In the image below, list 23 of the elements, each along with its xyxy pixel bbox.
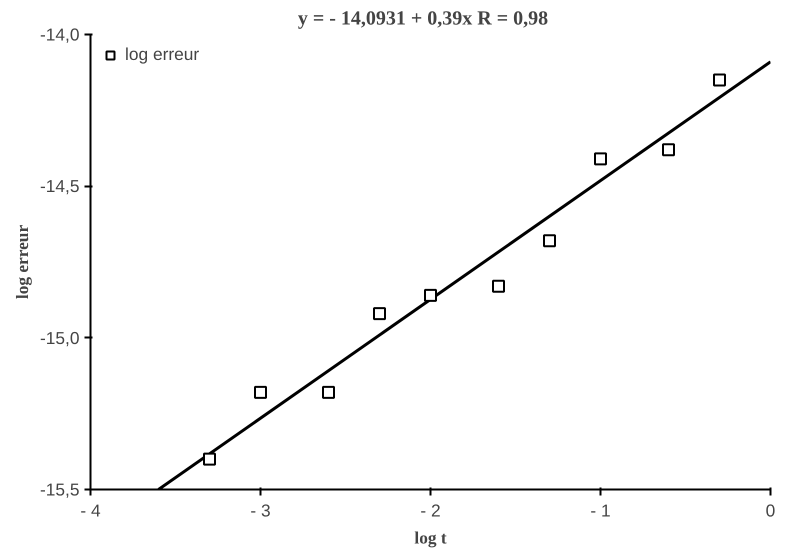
y-axis-title: log erreur [13, 224, 32, 300]
point [492, 280, 505, 293]
y-tick-label: -14,5 [40, 176, 80, 196]
point [373, 307, 386, 320]
x-axis-title: log t [414, 528, 447, 548]
point [662, 143, 675, 156]
x-tick-label: 0 [766, 500, 776, 520]
x-tick-label: - 1 [590, 500, 611, 520]
point [594, 152, 607, 166]
chart-title: y = - 14,0931 + 0,39x R = 0,98 [298, 8, 548, 30]
point [322, 386, 335, 399]
point [543, 234, 556, 248]
x-tick-label: - 4 [80, 500, 101, 520]
x-tick-label: - 2 [420, 500, 441, 520]
x-tick-label: - 3 [250, 500, 271, 520]
point [424, 288, 437, 302]
y-tick-label: -15,5 [40, 480, 80, 500]
point [203, 452, 216, 466]
y-tick-label: -14,0 [40, 24, 80, 44]
point [254, 386, 267, 399]
y-tick-label: -15,0 [40, 328, 80, 348]
point [713, 74, 726, 86]
legend-label: log erreur [125, 44, 200, 65]
